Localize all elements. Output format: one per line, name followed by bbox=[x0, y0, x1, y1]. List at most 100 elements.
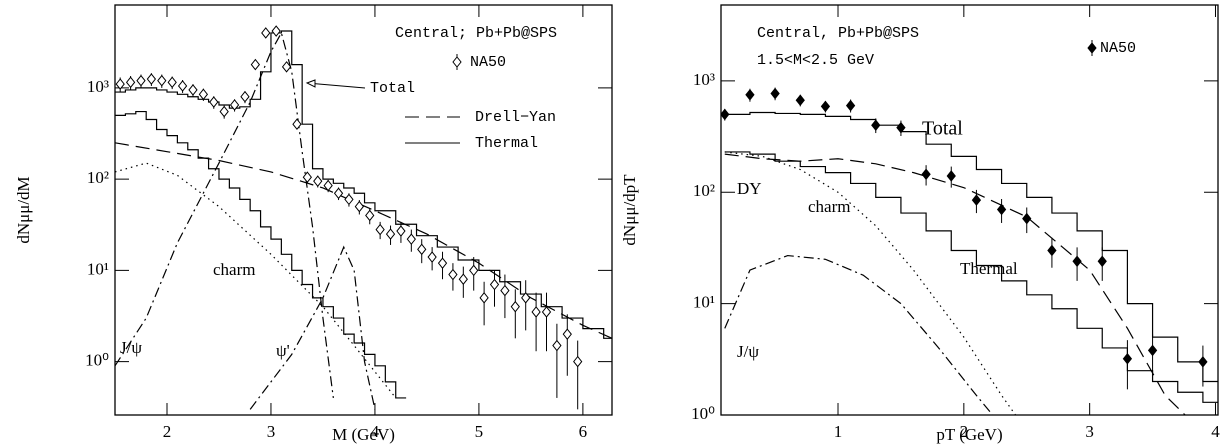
data-point bbox=[745, 88, 755, 101]
data-point bbox=[333, 187, 344, 200]
data-point bbox=[177, 80, 188, 92]
data-point bbox=[971, 194, 982, 206]
series-line bbox=[724, 151, 1218, 403]
series-line bbox=[115, 30, 612, 339]
series-label: Total bbox=[922, 118, 963, 140]
series-line bbox=[724, 254, 994, 415]
data-point bbox=[770, 87, 780, 100]
data-point bbox=[521, 292, 531, 304]
data-point bbox=[396, 225, 406, 237]
data-point bbox=[1072, 255, 1082, 268]
data-point bbox=[250, 58, 261, 71]
data-point bbox=[573, 355, 583, 368]
data-point bbox=[721, 108, 730, 121]
x-tick-label: 3 bbox=[1085, 422, 1094, 441]
data-point bbox=[271, 25, 281, 37]
data-point bbox=[240, 90, 250, 103]
y-tick-label: 10³ bbox=[693, 70, 715, 89]
data-point bbox=[354, 200, 364, 213]
y-tick-label: 10³ bbox=[87, 77, 109, 96]
y-tick-label: 10⁰ bbox=[691, 404, 715, 423]
data-point bbox=[385, 228, 396, 240]
plot-area bbox=[721, 87, 1218, 415]
data-point bbox=[489, 278, 500, 291]
y-tick-label: 10¹ bbox=[693, 293, 715, 312]
data-point bbox=[531, 306, 541, 318]
plot-frame bbox=[720, 4, 1219, 416]
y-axis-label: dNμμ/dpT bbox=[620, 174, 639, 246]
x-tick-label: 4 bbox=[1211, 422, 1220, 441]
series-label: Thermal bbox=[960, 259, 1018, 278]
series-line bbox=[724, 111, 1218, 383]
series-label: charm bbox=[213, 260, 255, 279]
legend-sample bbox=[452, 56, 462, 68]
data-point bbox=[1097, 255, 1107, 268]
data-point bbox=[261, 27, 271, 39]
data-point bbox=[229, 99, 240, 111]
series-line bbox=[724, 153, 1186, 415]
y-axis-label: dNμμ/dM bbox=[14, 176, 33, 243]
data-point bbox=[845, 99, 856, 112]
series-label: NA50 bbox=[470, 54, 506, 71]
x-tick-label: 2 bbox=[163, 422, 172, 441]
data-point bbox=[292, 118, 302, 131]
y-tick-label: 10⁰ bbox=[85, 351, 109, 370]
data-point bbox=[302, 171, 312, 184]
x-tick-label: 2 bbox=[960, 422, 969, 441]
data-point bbox=[167, 76, 177, 89]
data-point bbox=[209, 96, 219, 108]
series-label: Thermal bbox=[475, 135, 538, 152]
data-point bbox=[500, 284, 510, 297]
y-tick-label: 10¹ bbox=[87, 259, 109, 278]
data-point bbox=[541, 306, 552, 318]
series-label: ψ' bbox=[276, 341, 290, 360]
series-line bbox=[249, 245, 376, 410]
x-tick-label: 1 bbox=[834, 422, 843, 441]
series-line bbox=[724, 151, 1017, 415]
series-label: J/ψ bbox=[737, 342, 759, 361]
data-point bbox=[219, 105, 229, 118]
data-point bbox=[820, 100, 831, 113]
data-point bbox=[1147, 344, 1158, 357]
data-point bbox=[323, 179, 333, 192]
data-point bbox=[157, 74, 167, 87]
x-tick-label: 6 bbox=[579, 422, 588, 441]
y-tick-label: 10² bbox=[693, 181, 715, 200]
series-label: Drell−Yan bbox=[475, 109, 556, 126]
data-point bbox=[125, 76, 136, 89]
series-label: DY bbox=[737, 179, 762, 198]
data-point bbox=[417, 243, 427, 256]
x-tick-label: 3 bbox=[267, 422, 276, 441]
data-point bbox=[365, 209, 375, 222]
data-point bbox=[146, 73, 157, 85]
x-axis-label: M (GeV) bbox=[332, 425, 395, 444]
data-point bbox=[562, 328, 572, 340]
series-line bbox=[115, 110, 407, 399]
plot-area bbox=[115, 25, 612, 410]
series-label: charm bbox=[808, 197, 850, 216]
data-point bbox=[996, 203, 1007, 216]
data-point bbox=[115, 78, 125, 90]
data-point bbox=[188, 84, 198, 96]
annotation: Central; Pb+Pb@SPS bbox=[395, 25, 557, 42]
legend-sample bbox=[1087, 42, 1097, 54]
data-point bbox=[510, 300, 520, 313]
data-point bbox=[469, 264, 479, 277]
data-point bbox=[344, 193, 354, 206]
annotation-arrow bbox=[306, 82, 366, 89]
series-line bbox=[115, 31, 334, 399]
plot-frame bbox=[114, 4, 613, 416]
data-point bbox=[313, 175, 323, 187]
data-point bbox=[946, 170, 956, 182]
data-point bbox=[136, 74, 146, 87]
series-label: J/ψ bbox=[120, 338, 142, 357]
annotation: 1.5<M<2.5 GeV bbox=[757, 52, 874, 69]
data-point bbox=[871, 119, 881, 131]
data-point bbox=[795, 94, 805, 107]
data-point bbox=[458, 273, 468, 286]
panel: 2 3 4 5 6 10⁰ 10¹ 10² 10³ M (GeV) dNμμ/dM Central; … bbox=[14, 4, 613, 444]
data-point bbox=[552, 339, 562, 352]
data-point bbox=[375, 223, 385, 236]
series-label: NA50 bbox=[1100, 40, 1136, 57]
annotation: Central, Pb+Pb@SPS bbox=[757, 25, 919, 42]
